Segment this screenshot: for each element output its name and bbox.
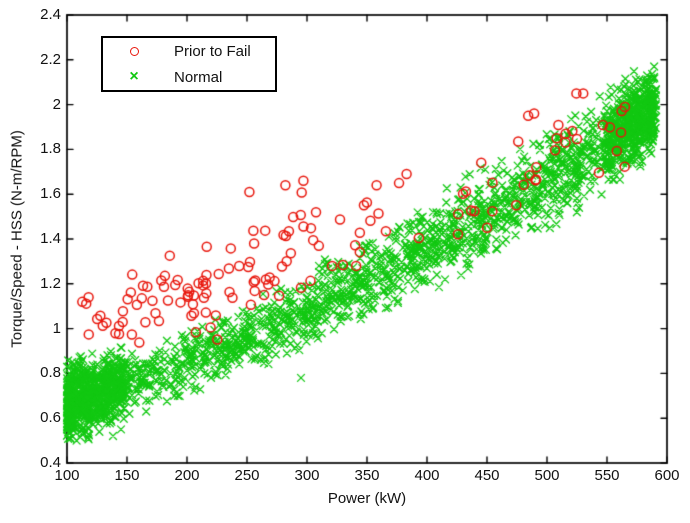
y-tick-label: 1.4 — [40, 230, 61, 247]
x-marker-icon: × — [129, 68, 139, 85]
circle-marker-icon — [129, 46, 139, 56]
x-tick-label: 450 — [474, 467, 500, 484]
x-tick-label: 200 — [174, 467, 200, 484]
y-tick-label: 1.8 — [40, 140, 61, 158]
x-tick-label: 400 — [414, 467, 440, 484]
y-tick-label: 0.4 — [40, 454, 61, 471]
legend-entry-prior-to-fail: Prior to Fail — [103, 38, 275, 64]
legend-entry-normal: × Normal — [103, 64, 275, 90]
legend-label-prior-to-fail: Prior to Fail — [174, 42, 251, 60]
legend: Prior to Fail × Normal — [101, 36, 277, 92]
x-tick-label: 150 — [114, 467, 140, 484]
y-tick-label: 0.8 — [40, 364, 61, 382]
y-tick-label: 1.6 — [40, 185, 61, 203]
y-tick-label: 1 — [52, 319, 61, 337]
legend-marker-wrap: × — [103, 68, 165, 85]
x-axis-label: Power (kW) — [327, 490, 407, 507]
x-tick-label: 550 — [594, 467, 620, 484]
x-tick-label: 100 — [54, 467, 80, 484]
x-tick-label: 600 — [654, 467, 680, 484]
x-tick-label: 350 — [354, 467, 380, 484]
y-tick-label: 2.2 — [40, 50, 61, 68]
y-tick-label: 2.4 — [40, 6, 61, 23]
y-tick-label: 0.6 — [40, 409, 61, 427]
x-tick-label: 250 — [234, 467, 260, 484]
x-tick-label: 300 — [294, 467, 320, 484]
y-tick-label: 1.2 — [40, 274, 61, 292]
x-tick-label: 500 — [534, 467, 560, 484]
legend-marker-wrap — [103, 46, 165, 56]
legend-label-normal: Normal — [174, 68, 223, 86]
y-tick-label: 2 — [52, 95, 61, 113]
